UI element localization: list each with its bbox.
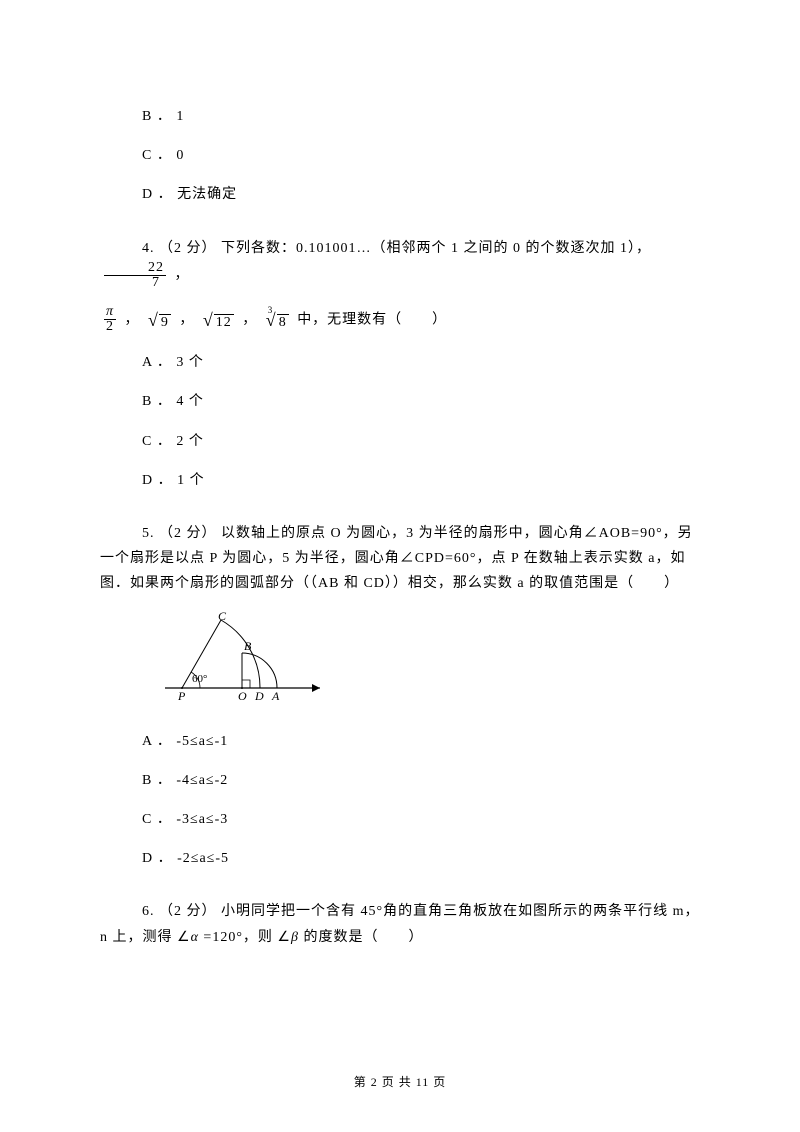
- option-text: 4 个: [176, 394, 204, 409]
- arc-cd: [221, 620, 260, 688]
- cbrt-8: 3 √8: [266, 304, 289, 336]
- option-label: B: [142, 109, 152, 124]
- question-points: （2 分）: [159, 241, 217, 256]
- option-label: A: [142, 355, 152, 370]
- option-label: C: [142, 812, 152, 827]
- sqrt-12: √12: [203, 304, 234, 336]
- option-d: D ． 无法确定: [142, 182, 700, 207]
- question-points: （2 分）: [159, 904, 217, 919]
- fraction-22-7: 22 7: [104, 261, 166, 290]
- option-text: -2≤a≤-5: [177, 851, 229, 866]
- option-text: 3 个: [176, 355, 204, 370]
- question-number: 6.: [142, 904, 159, 919]
- option-text: -5≤a≤-1: [176, 734, 228, 749]
- q5-option-c: C ． -3≤a≤-3: [142, 807, 700, 832]
- var-beta: β: [291, 930, 299, 945]
- q5-option-a: A ． -5≤a≤-1: [142, 729, 700, 754]
- option-c: C ． 0: [142, 143, 700, 168]
- page-footer: 第 2 页 共 11 页: [100, 1072, 700, 1094]
- question-number: 4.: [142, 241, 159, 256]
- sector-diagram: P O D A B C 60°: [160, 610, 330, 705]
- var-alpha: α: [191, 930, 199, 945]
- label-p: P: [177, 689, 186, 703]
- question-number: 5.: [142, 526, 159, 541]
- option-text: 0: [176, 148, 184, 163]
- label-d: D: [254, 689, 264, 703]
- option-text: 1: [176, 109, 184, 124]
- option-label: B: [142, 394, 152, 409]
- option-label: C: [142, 148, 152, 163]
- option-text: 1 个: [177, 473, 205, 488]
- fraction-pi-2: π 2: [104, 305, 116, 334]
- question-tail: 中，无理数有（ ）: [297, 312, 447, 327]
- option-label: D: [142, 851, 153, 866]
- question-tail: 的度数是（ ）: [303, 930, 423, 945]
- q5-option-b: B ． -4≤a≤-2: [142, 768, 700, 793]
- question-points: （2 分）: [159, 526, 217, 541]
- question-5: 5. （2 分） 以数轴上的原点 O 为圆心，3 为半径的扇形中，圆心角∠AOB…: [100, 521, 700, 597]
- question-4-line2: π 2 ， √9 ， √12 ， 3 √8 中，无理数有（ ）: [100, 304, 700, 336]
- right-angle-mark: [242, 680, 250, 688]
- option-text: -4≤a≤-2: [176, 773, 228, 788]
- axis-arrow: [312, 684, 320, 692]
- label-a: A: [271, 689, 280, 703]
- option-text: 2 个: [176, 434, 204, 449]
- option-label: A: [142, 734, 152, 749]
- option-label: D: [142, 473, 153, 488]
- document-page: B ． 1 C ． 0 D ． 无法确定 4. （2 分） 下列各数：0.101…: [0, 0, 800, 1132]
- label-o: O: [238, 689, 247, 703]
- q4-option-d: D ． 1 个: [142, 468, 700, 493]
- q5-option-d: D ． -2≤a≤-5: [142, 846, 700, 871]
- option-text: 无法确定: [177, 187, 237, 202]
- q4-option-b: B ． 4 个: [142, 389, 700, 414]
- q5-figure: P O D A B C 60°: [160, 610, 700, 714]
- sqrt-9: √9: [148, 304, 171, 336]
- question-4: 4. （2 分） 下列各数：0.101001…（相邻两个 1 之间的 0 的个数…: [100, 236, 700, 290]
- question-lead: 下列各数：0.101001…（相邻两个 1 之间的 0 的个数逐次加 1），: [221, 241, 651, 256]
- option-label: C: [142, 434, 152, 449]
- label-c: C: [218, 610, 227, 623]
- question-6: 6. （2 分） 小明同学把一个含有 45°角的直角三角板放在如图所示的两条平行…: [100, 899, 700, 949]
- option-label: B: [142, 773, 152, 788]
- q4-option-c: C ． 2 个: [142, 429, 700, 454]
- page-number: 第 2 页 共 11 页: [354, 1075, 447, 1089]
- label-60: 60°: [192, 673, 207, 685]
- option-label: D: [142, 187, 153, 202]
- option-b: B ． 1: [142, 104, 700, 129]
- q4-option-a: A ． 3 个: [142, 350, 700, 375]
- option-text: -3≤a≤-3: [176, 812, 228, 827]
